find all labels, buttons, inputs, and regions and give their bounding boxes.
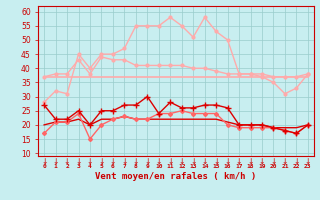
Text: ↓: ↓ bbox=[213, 157, 219, 166]
Text: ↓: ↓ bbox=[167, 157, 173, 166]
Text: ↓: ↓ bbox=[156, 157, 162, 166]
Text: ↓: ↓ bbox=[87, 157, 93, 166]
Text: ↓: ↓ bbox=[64, 157, 70, 166]
Text: ↓: ↓ bbox=[259, 157, 265, 166]
Text: ↓: ↓ bbox=[52, 157, 59, 166]
Text: ↓: ↓ bbox=[190, 157, 196, 166]
Text: ↓: ↓ bbox=[133, 157, 139, 166]
Text: ↓: ↓ bbox=[110, 157, 116, 166]
Text: ↓: ↓ bbox=[98, 157, 105, 166]
Text: ↓: ↓ bbox=[121, 157, 128, 166]
Text: ↓: ↓ bbox=[247, 157, 254, 166]
Text: ↓: ↓ bbox=[41, 157, 47, 166]
X-axis label: Vent moyen/en rafales ( km/h ): Vent moyen/en rafales ( km/h ) bbox=[95, 172, 257, 181]
Text: ↓: ↓ bbox=[305, 157, 311, 166]
Text: ↓: ↓ bbox=[75, 157, 82, 166]
Text: ↓: ↓ bbox=[293, 157, 300, 166]
Text: ↓: ↓ bbox=[236, 157, 242, 166]
Text: ↓: ↓ bbox=[282, 157, 288, 166]
Text: ↓: ↓ bbox=[179, 157, 185, 166]
Text: ↓: ↓ bbox=[224, 157, 231, 166]
Text: ↓: ↓ bbox=[144, 157, 150, 166]
Text: ↓: ↓ bbox=[270, 157, 277, 166]
Text: ↓: ↓ bbox=[202, 157, 208, 166]
